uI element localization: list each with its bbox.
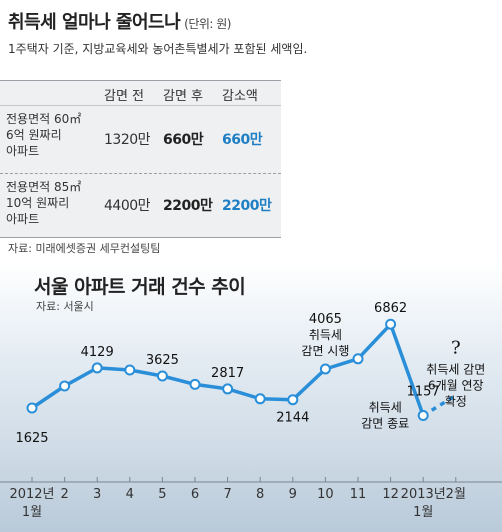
cell-before-60: 1320만 [104, 132, 151, 148]
x-tick-label: 3 [93, 487, 101, 502]
data-point [287, 394, 299, 406]
data-point [254, 393, 266, 405]
cell-after-60: 660만 [163, 132, 204, 148]
data-label: 2144 [276, 411, 309, 426]
data-point [352, 353, 364, 365]
table-title: 취득세 얼마나 줄어드나 (단위: 원) [8, 8, 231, 34]
x-tick-label: 8 [256, 487, 264, 502]
data-label: 4065 [309, 312, 342, 327]
x-tick-label: 2 [60, 487, 68, 502]
annotation: 취득세 감면 6개월 연장 확정 [426, 362, 485, 408]
annotation: 취득세 감면 종료 [361, 400, 409, 430]
data-label: 3625 [146, 353, 179, 368]
table-note: 1주택자 기준, 지방교육세와 농어촌특별세가 포함된 세액임. [8, 42, 308, 56]
data-label: 6862 [374, 301, 407, 316]
row-label-line: 전용면적 60㎡ [6, 112, 82, 126]
annotation: 취득세 감면 시행 [301, 328, 349, 358]
column-header-before: 감면 전 [104, 89, 145, 104]
data-label: 2817 [211, 366, 244, 381]
chart-section: 서울 아파트 거래 건수 추이 자료: 서울시 2012년 1월 2 3 4 5 6 7 8 9 1… [0, 262, 502, 532]
data-point [319, 363, 331, 375]
data-label: 1625 [15, 431, 48, 446]
row-label-line: 10억 원짜리 [6, 196, 70, 210]
data-point [189, 378, 201, 390]
data-point [156, 370, 168, 382]
data-point [26, 402, 38, 414]
cell-diff-60: 660만 [222, 132, 263, 148]
row-label-85: 전용면적 85㎡ 10억 원짜리 아파트 [6, 179, 101, 227]
row-label-line: 전용면적 85㎡ [6, 180, 82, 194]
row-label-line: 아파트 [6, 144, 40, 158]
column-header-after: 감면 후 [163, 89, 204, 104]
data-point [59, 380, 71, 392]
x-tick-label: 7 [223, 487, 231, 502]
data-label: 1157 [407, 384, 440, 399]
data-point [222, 383, 234, 395]
chart-title: 서울 아파트 거래 건수 추이 [34, 276, 246, 298]
cell-before-85: 4400만 [104, 198, 151, 214]
x-tick-label: 4 [126, 487, 134, 502]
header-divider [0, 105, 281, 106]
column-header-diff: 감소액 [222, 89, 258, 104]
data-point [417, 409, 429, 421]
x-tick-label: 2013년 1월 [401, 487, 446, 520]
chart-source: 자료: 서울시 [36, 300, 94, 313]
data-point [124, 364, 136, 376]
projection-line [422, 393, 457, 417]
x-tick-label: 10 [317, 487, 334, 502]
row-label-line: 6억 원짜리 [6, 128, 62, 142]
cell-diff-85: 2200만 [222, 198, 272, 214]
cell-after-85: 2200만 [163, 198, 213, 214]
row-divider [0, 173, 281, 174]
x-tick-label: 9 [289, 487, 297, 502]
tax-table: 감면 전 감면 후 감소액 전용면적 60㎡ 6억 원짜리 아파트 1320만 … [0, 80, 281, 238]
data-label: 4129 [81, 345, 114, 360]
x-tick-label: 5 [158, 487, 166, 502]
x-tick-label: 2월 [446, 487, 466, 502]
table-title-text: 취득세 얼마나 줄어드나 [8, 12, 181, 33]
x-tick-label: 11 [350, 487, 367, 502]
table-unit: (단위: 원) [184, 17, 231, 31]
tax-table-section: 취득세 얼마나 줄어드나 (단위: 원) 1주택자 기준, 지방교육세와 농어촌특… [0, 0, 502, 262]
x-tick-label: 2012년 1월 [9, 487, 54, 520]
question-mark-icon: ? [451, 337, 461, 358]
row-label-line: 아파트 [6, 212, 40, 226]
table-source: 자료: 미래에셋증권 세무컨설팅팀 [8, 242, 161, 255]
row-label-60: 전용면적 60㎡ 6억 원짜리 아파트 [6, 111, 101, 159]
x-tick-label: 6 [191, 487, 199, 502]
data-point [91, 362, 103, 374]
data-point [385, 318, 397, 330]
x-tick-label: 12 [382, 487, 399, 502]
